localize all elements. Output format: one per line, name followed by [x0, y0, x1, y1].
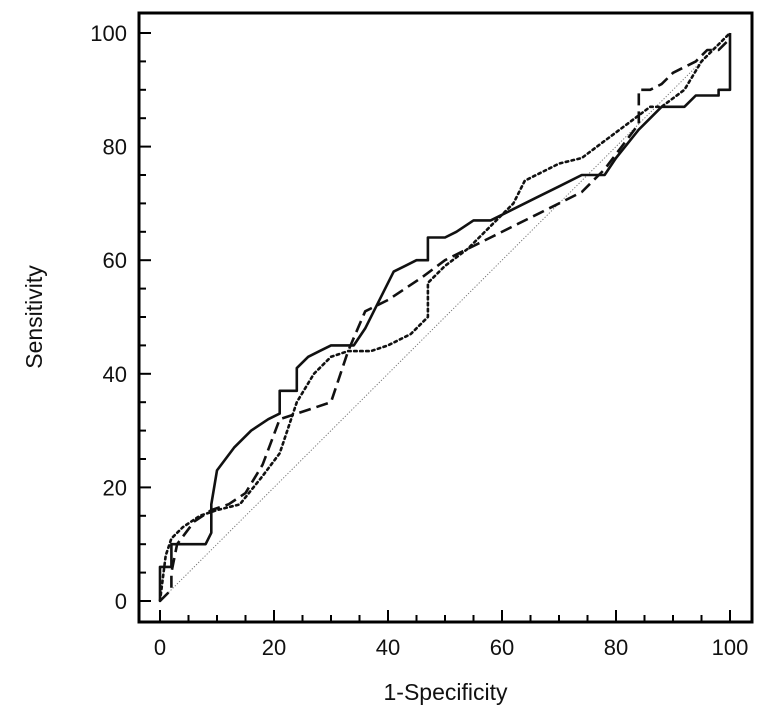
- x-tick-label: 100: [712, 635, 749, 660]
- x-tick-label: 0: [154, 635, 166, 660]
- y-tick-label: 0: [115, 589, 127, 614]
- plot-frame: [137, 11, 754, 624]
- x-tick-label: 40: [376, 635, 400, 660]
- reference-diagonal-line: [159, 32, 731, 602]
- y-tick-label: 80: [103, 135, 127, 160]
- plot-area: [158, 31, 732, 603]
- y-axis-title: Sensitivity: [21, 265, 47, 369]
- y-tick-label: 40: [103, 362, 127, 387]
- y-tick-label: 20: [103, 475, 127, 500]
- series-dotted-line: [158, 31, 732, 603]
- y-tick-label: 100: [90, 21, 127, 46]
- axis-ticks: 0 20 40 60 80 100 0 20 40 60 80 100: [90, 21, 748, 660]
- x-tick-label: 60: [490, 635, 514, 660]
- series-dashed-line: [159, 37, 731, 602]
- x-axis-title: 1-Specificity: [384, 679, 508, 705]
- series-solid-line: [158, 33, 732, 601]
- x-tick-label: 80: [604, 635, 628, 660]
- x-tick-label: 20: [262, 635, 286, 660]
- y-tick-label: 60: [103, 248, 127, 273]
